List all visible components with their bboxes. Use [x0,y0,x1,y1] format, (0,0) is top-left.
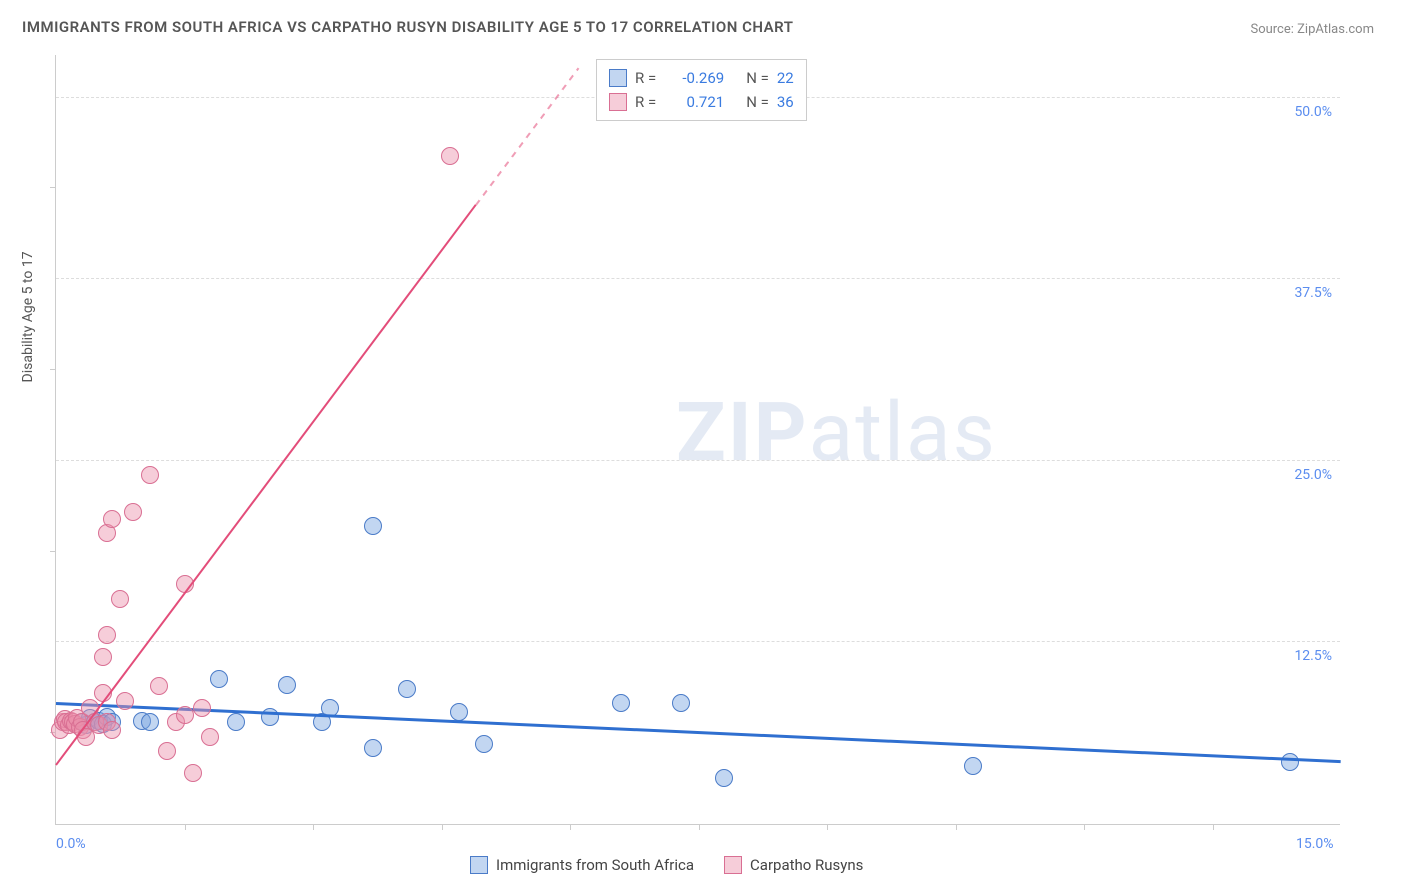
data-point [176,706,194,724]
legend-swatch [470,856,488,874]
data-point [364,739,382,757]
watermark-rest: atlas [809,385,997,481]
trendline [56,702,1341,763]
data-point [364,517,382,535]
data-point [278,676,296,694]
gridline [56,460,1340,461]
legend-swatch [724,856,742,874]
y-axis-label: Disability Age 5 to 17 [20,251,36,382]
data-point [124,503,142,521]
data-point [672,694,690,712]
data-point [441,147,459,165]
data-point [103,721,121,739]
series-name: Carpatho Rusyns [750,856,863,874]
data-point [227,713,245,731]
data-point [475,735,493,753]
x-minor-tick [827,824,828,830]
stat-r-label: R = [635,90,656,114]
stats-legend: R = -0.269 N = 22 R = 0.721 N = 36 [596,59,807,121]
y-minor-tick [50,369,56,370]
source-attribution: Source: ZipAtlas.com [1250,22,1374,37]
stat-r-value: -0.269 [664,66,724,90]
series-name: Immigrants from South Africa [496,856,694,874]
data-point [98,626,116,644]
gridline [56,641,1340,642]
y-tick-label: 25.0% [1294,467,1332,483]
x-tick-label: 15.0% [1296,836,1334,852]
data-point [184,764,202,782]
data-point [261,708,279,726]
data-point [158,742,176,760]
y-tick-label: 37.5% [1294,285,1332,301]
y-minor-tick [50,187,56,188]
stat-r-value: 0.721 [664,90,724,114]
data-point [201,728,219,746]
data-point [141,713,159,731]
data-point [116,692,134,710]
data-point [715,769,733,787]
x-minor-tick [313,824,314,830]
data-point [1281,753,1299,771]
x-minor-tick [1084,824,1085,830]
y-tick-label: 12.5% [1294,648,1332,664]
data-point [398,680,416,698]
data-point [94,648,112,666]
stat-n-value: 36 [777,90,794,114]
stat-r-label: R = [635,66,656,90]
data-point [450,703,468,721]
stat-n-label: N = [746,66,769,90]
y-minor-tick [50,551,56,552]
scatter-chart: ZIPatlas 12.5%25.0%37.5%50.0%0.0%15.0%R … [55,55,1340,825]
watermark-bold: ZIP [676,385,809,481]
data-point [193,699,211,717]
data-point [111,590,129,608]
x-minor-tick [570,824,571,830]
y-tick-label: 50.0% [1294,104,1332,120]
x-minor-tick [442,824,443,830]
x-minor-tick [956,824,957,830]
trendline [475,67,579,205]
x-minor-tick [699,824,700,830]
data-point [103,510,121,528]
data-point [150,677,168,695]
data-point [210,670,228,688]
data-point [141,466,159,484]
x-tick-label: 0.0% [56,836,86,852]
chart-title: IMMIGRANTS FROM SOUTH AFRICA VS CARPATHO… [22,18,793,36]
data-point [964,757,982,775]
series-legend: Immigrants from South Africa Carpatho Rus… [470,856,883,874]
legend-swatch [609,69,627,87]
series-legend-item: Immigrants from South Africa [470,856,694,874]
stats-legend-row: R = 0.721 N = 36 [609,90,794,114]
gridline [56,278,1340,279]
watermark: ZIPatlas [676,385,997,481]
series-legend-item: Carpatho Rusyns [724,856,863,874]
data-point [612,694,630,712]
x-minor-tick [1213,824,1214,830]
stat-n-value: 22 [777,66,794,90]
x-minor-tick [185,824,186,830]
legend-swatch [609,93,627,111]
stats-legend-row: R = -0.269 N = 22 [609,66,794,90]
trendline [55,204,476,765]
stat-n-label: N = [746,90,769,114]
